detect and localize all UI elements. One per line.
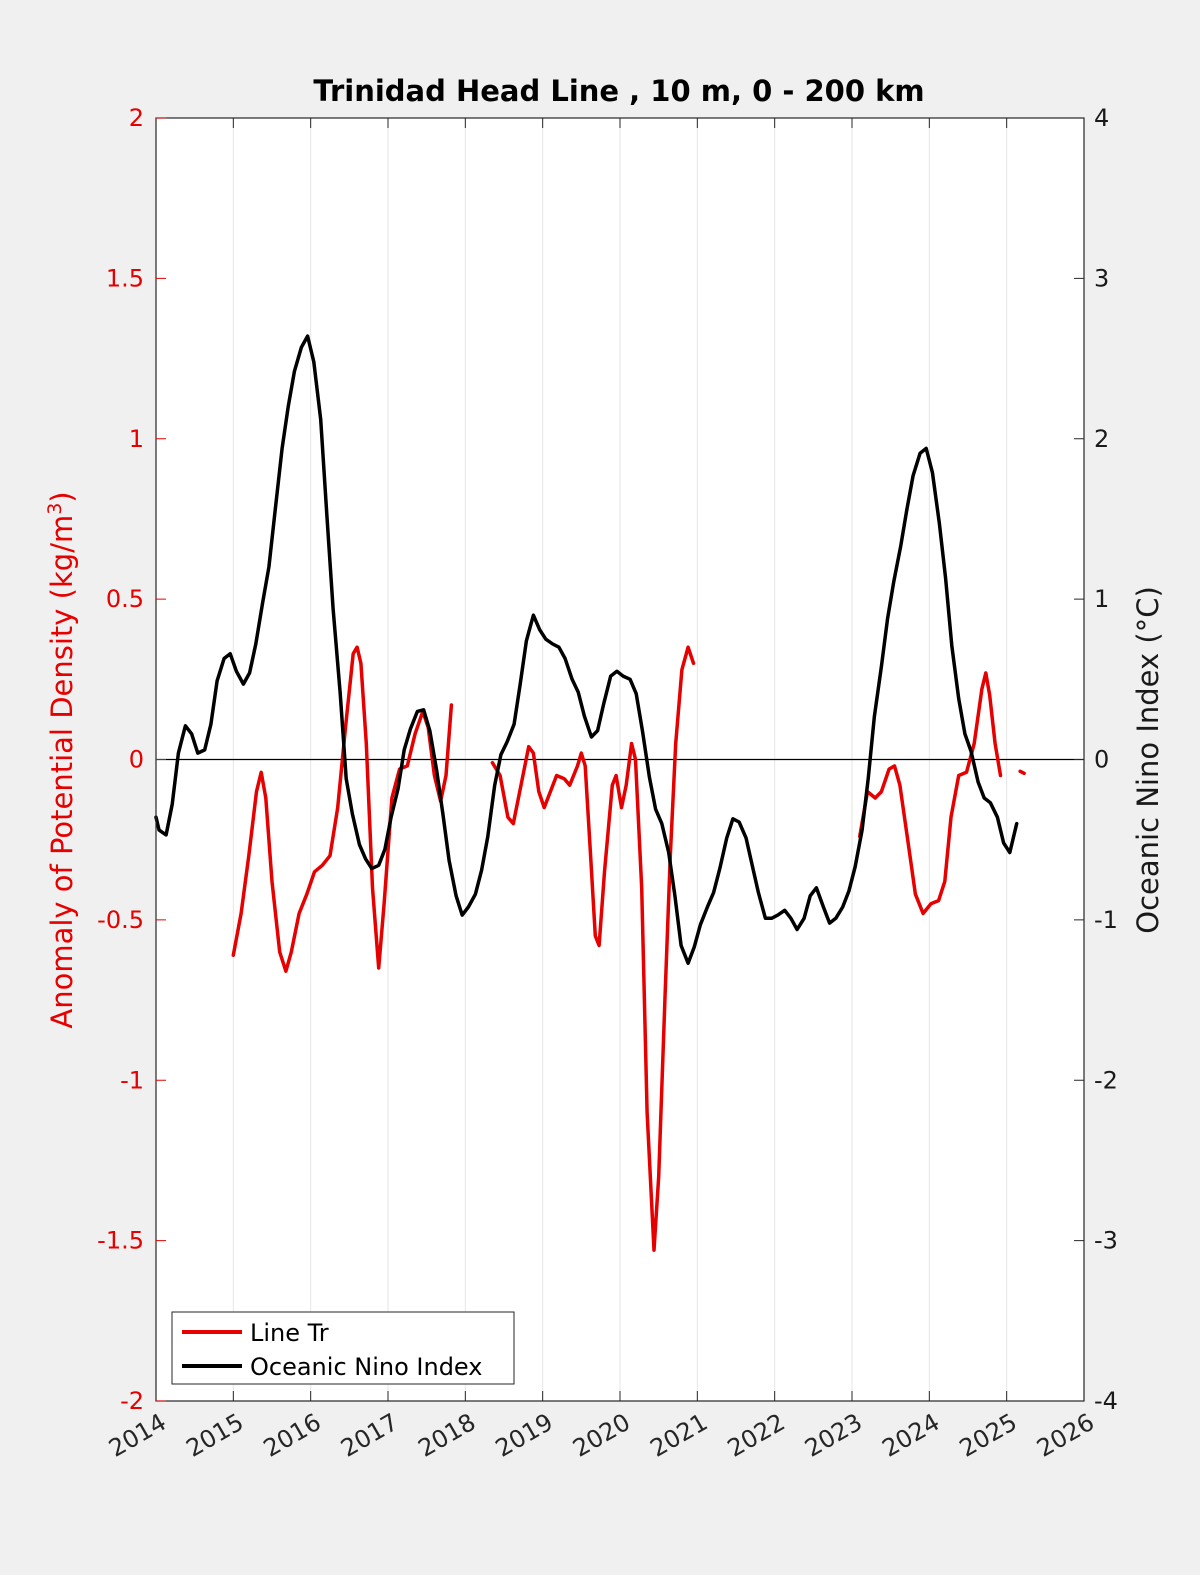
y-left-tick-label: -1 bbox=[120, 1066, 144, 1094]
right-tick-labels: 4 3 2 1 0 -1 -2 -3 -4 bbox=[1094, 104, 1118, 1415]
x-tick-label: 2022 bbox=[723, 1408, 790, 1463]
x-tick-label: 2018 bbox=[413, 1408, 480, 1463]
x-tick-label: 2020 bbox=[568, 1408, 635, 1463]
x-tick-label: 2014 bbox=[104, 1408, 171, 1463]
x-tick-label: 2017 bbox=[336, 1408, 403, 1463]
x-tick-label: 2016 bbox=[259, 1408, 326, 1463]
chart-title: Trinidad Head Line , 10 m, 0 - 200 km bbox=[313, 74, 924, 108]
y-axis-right-label: Oceanic Nino Index (°C) bbox=[1131, 586, 1165, 934]
series-layer bbox=[154, 334, 1026, 1252]
y-left-tick-label: 2 bbox=[129, 104, 144, 132]
y-left-tick-label: 0 bbox=[129, 746, 144, 774]
y-left-tick-label: 1.5 bbox=[106, 264, 144, 292]
legend-label-line-tr: Line Tr bbox=[250, 1319, 329, 1347]
x-tick-label: 2023 bbox=[800, 1408, 867, 1463]
y-right-tick-label: -4 bbox=[1094, 1387, 1118, 1415]
series-line-tr-line bbox=[857, 671, 1003, 916]
x-tick-label: 2025 bbox=[955, 1408, 1022, 1463]
ticks-layer bbox=[155, 117, 1085, 1402]
y-left-tick-label: -1.5 bbox=[97, 1227, 144, 1255]
x-tick-label: 2024 bbox=[877, 1408, 944, 1463]
y-right-tick-label: 3 bbox=[1094, 264, 1109, 292]
legend-box bbox=[171, 1311, 515, 1385]
series-oceanic-nino-index-line bbox=[154, 334, 1019, 965]
y-axis-left-label: Anomaly of Potential Density (kg/m3) bbox=[44, 491, 79, 1028]
y-right-tick-label: 2 bbox=[1094, 425, 1109, 453]
y-right-tick-label: -3 bbox=[1094, 1227, 1118, 1255]
x-tick-label: 2015 bbox=[181, 1408, 248, 1463]
series-line-tr-line bbox=[490, 645, 696, 1252]
x-tick-label: 2021 bbox=[645, 1408, 712, 1463]
y-right-tick-label: -2 bbox=[1094, 1066, 1118, 1094]
y-right-tick-label: -1 bbox=[1094, 906, 1118, 934]
series-line-tr-line bbox=[231, 645, 454, 973]
legend: Line Tr Oceanic Nino Index bbox=[171, 1311, 515, 1385]
y-left-tick-label: 1 bbox=[129, 425, 144, 453]
y-left-tick-label: -0.5 bbox=[97, 906, 144, 934]
series-line-tr-point bbox=[1018, 769, 1026, 776]
x-tick-labels: 2014 2015 2016 2017 2018 2019 2020 2021 2022 2023… bbox=[104, 1408, 1099, 1463]
y-right-tick-label: 0 bbox=[1094, 746, 1109, 774]
y-left-tick-label: -2 bbox=[120, 1387, 144, 1415]
y-right-tick-label: 1 bbox=[1094, 585, 1109, 613]
legend-label-oni: Oceanic Nino Index bbox=[250, 1353, 482, 1381]
y-left-tick-label: 0.5 bbox=[106, 585, 144, 613]
left-tick-labels: 2 1.5 1 0.5 0 -0.5 -1 -1.5 -2 bbox=[97, 104, 144, 1415]
x-tick-label: 2026 bbox=[1032, 1408, 1099, 1463]
x-tick-label: 2019 bbox=[491, 1408, 558, 1463]
y-right-tick-label: 4 bbox=[1094, 104, 1109, 132]
